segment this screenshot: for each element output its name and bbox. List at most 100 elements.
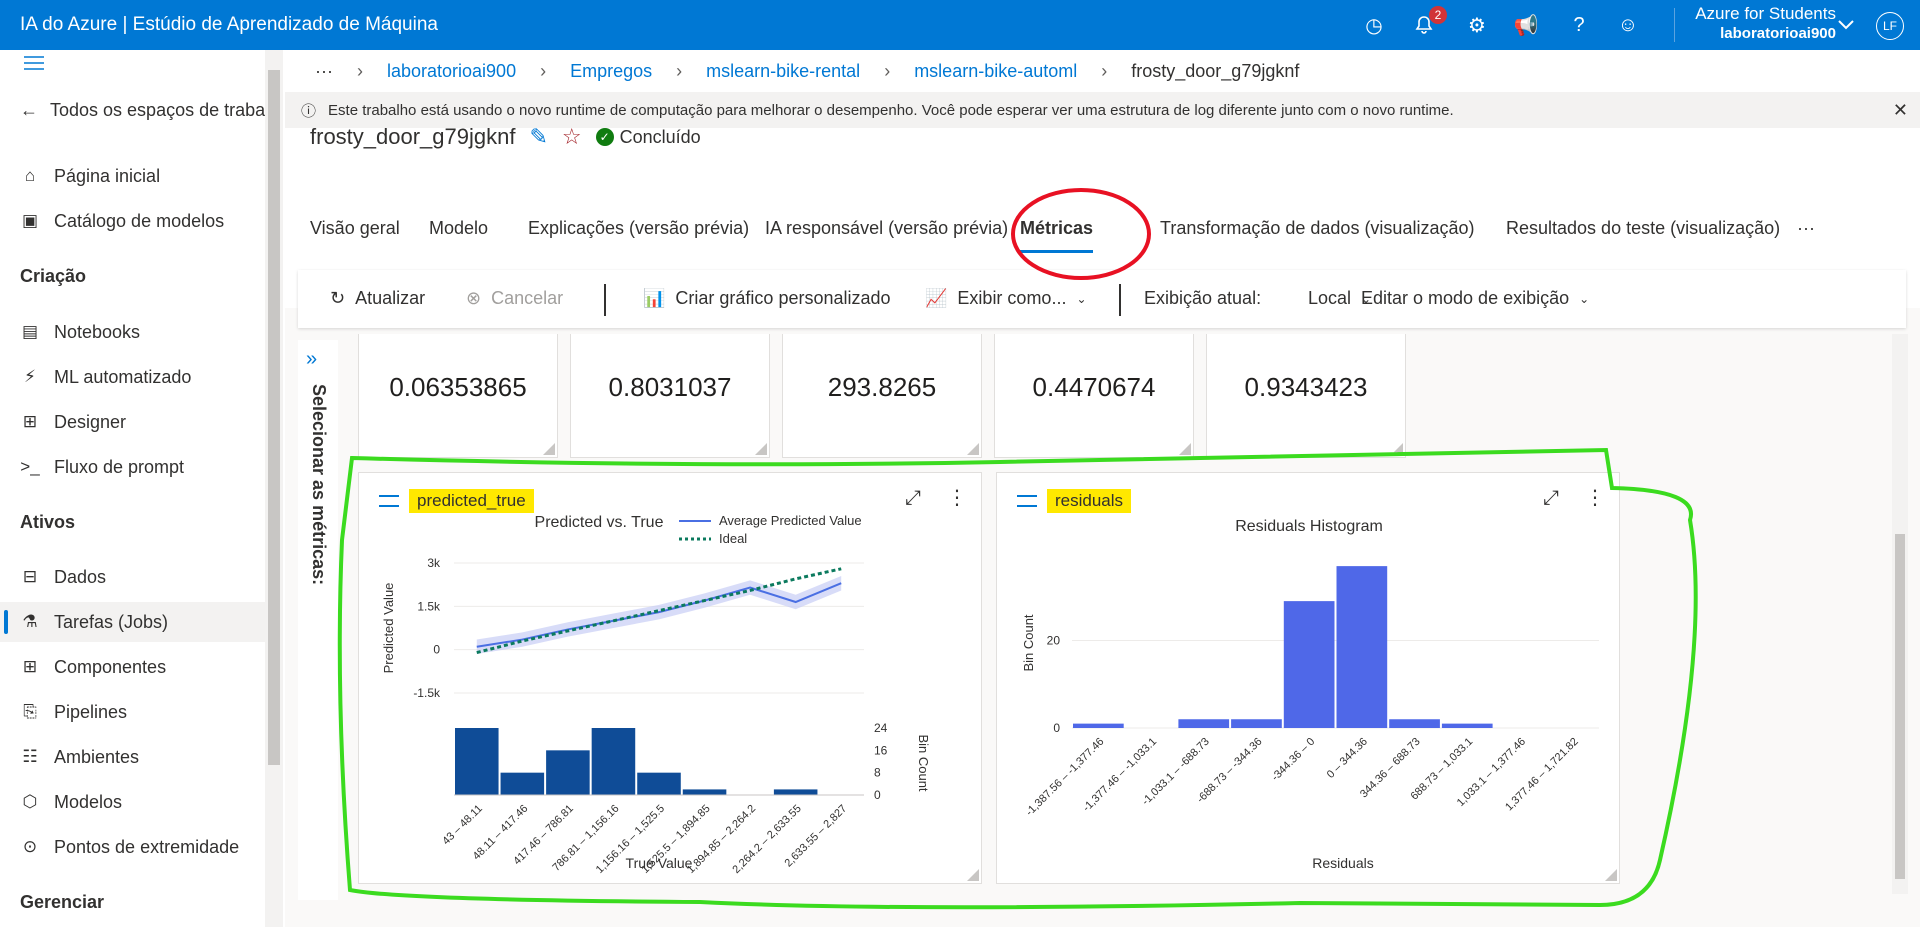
sidebar-item-pipelines[interactable]: ⎘ Pipelines xyxy=(20,692,280,732)
refresh-icon: ↻ xyxy=(330,288,346,308)
back-label: Todos os espaços de trabal xyxy=(50,100,270,120)
metric-card: 293.8265 xyxy=(782,334,982,458)
y-tick-label: 3k xyxy=(427,556,441,570)
chevron-down-icon: ⌄ xyxy=(1579,291,1590,306)
sidebar-item-models[interactable]: ⬡ Modelos xyxy=(20,782,280,822)
breadcrumb-jobs[interactable]: Empregos xyxy=(570,60,653,81)
x-tick-label: -344.36 – 0 xyxy=(1269,736,1317,784)
smiley-feedback-icon[interactable]: ☺ xyxy=(1617,13,1639,36)
bin-count-label: Bin Count xyxy=(916,734,931,791)
sidebar-item-notebooks[interactable]: ▤ Notebooks xyxy=(20,312,280,352)
chart-title: Residuals Histogram xyxy=(1235,518,1383,535)
metrics-toolbar: ↻ Atualizar ⊗ Cancelar 📊 Criar gráfico p… xyxy=(298,270,1906,328)
chevron-down-icon[interactable] xyxy=(1832,11,1860,39)
tab-metrics[interactable]: Métricas xyxy=(1020,218,1094,253)
predicted-true-chart: Predicted vs. True Average Predicted Valu… xyxy=(381,513,931,876)
x-tick-label: 43 – 48.11 xyxy=(440,803,485,848)
tab-model[interactable]: Modelo xyxy=(429,218,489,238)
resize-handle[interactable] xyxy=(967,443,979,455)
hamburger-menu-icon[interactable] xyxy=(24,56,44,76)
divider xyxy=(1674,8,1675,42)
resize-handle[interactable] xyxy=(755,443,767,455)
x-tick-label: 0 – 344.36 xyxy=(1325,736,1370,781)
metric-selector-pane: » Selecionar as métricas: xyxy=(298,340,338,900)
bin-count-bar xyxy=(546,750,590,795)
sidebar-item-label: Página inicial xyxy=(54,165,161,186)
settings-gear-icon[interactable]: ⚙ xyxy=(1468,14,1486,37)
create-custom-chart-button[interactable]: 📊 Criar gráfico personalizado xyxy=(643,288,891,309)
resize-handle[interactable] xyxy=(967,869,979,881)
resize-handle[interactable] xyxy=(1179,443,1191,455)
help-icon[interactable]: ? xyxy=(1573,13,1585,36)
scrollbar-thumb[interactable] xyxy=(268,70,280,765)
chevron-right-icon: › xyxy=(1101,60,1108,81)
sidebar-item-label: Designer xyxy=(54,411,127,432)
avatar[interactable]: LF xyxy=(1876,12,1904,40)
sidebar-item-label: ML automatizado xyxy=(54,366,192,387)
sidebar-item-automl[interactable]: ⚡ ML automatizado xyxy=(20,357,280,397)
y-tick-label: 0 xyxy=(433,643,440,657)
sidebar-item-data[interactable]: ⊟ Dados xyxy=(20,557,280,597)
section-heading-criacao: Criação xyxy=(20,266,87,286)
view-as-dropdown[interactable]: 📈 Exibir como... ⌄ xyxy=(925,288,1087,309)
resize-handle[interactable] xyxy=(543,443,555,455)
sidebar-item-model-catalog[interactable]: ▣ Catálogo de modelos xyxy=(20,201,280,241)
close-icon[interactable]: ✕ xyxy=(1892,100,1908,120)
sidebar-item-prompt-flow[interactable]: >_ Fluxo de prompt xyxy=(20,447,280,487)
clock-icon[interactable]: ◷ xyxy=(1365,14,1383,37)
tab-test-results[interactable]: Resultados do teste (visualização) xyxy=(1506,218,1781,238)
histogram-bar xyxy=(1178,719,1230,728)
expand-double-chevron-icon[interactable]: » xyxy=(306,348,318,370)
sidebar: ← Todos os espaços de trabal ⌂ Página in… xyxy=(0,50,285,927)
tab-overview[interactable]: Visão geral xyxy=(310,218,400,238)
info-banner: ⓘ Este trabalho está usando o novo runti… xyxy=(285,92,1920,128)
metrics-content: 0.06353865 0.8031037 293.8265 0.4470674 … xyxy=(340,334,1890,894)
refresh-button[interactable]: ↻ Atualizar xyxy=(330,288,425,309)
x-axis-label: Residuals xyxy=(1312,855,1373,871)
edit-pencil-icon[interactable]: ✎ xyxy=(529,124,548,149)
back-to-workspaces-link[interactable]: ← Todos os espaços de trabal xyxy=(20,100,269,121)
scrollbar-thumb[interactable] xyxy=(1895,534,1905,879)
tab-data-transformation[interactable]: Transformação de dados (visualização) xyxy=(1160,218,1475,238)
info-text: Este trabalho está usando o novo runtime… xyxy=(328,101,1454,119)
tab-more[interactable]: ··· xyxy=(1797,218,1815,238)
cancel-button[interactable]: ⊗ Cancelar xyxy=(466,288,563,309)
account-switcher[interactable]: Azure for Students laboratorioai900 xyxy=(1676,4,1836,44)
bin-count-bar xyxy=(591,728,636,795)
cancel-label: Cancelar xyxy=(491,288,564,308)
y-tick-label: 20 xyxy=(1047,634,1061,648)
app-title[interactable]: IA do Azure | Estúdio de Aprendizado de … xyxy=(20,14,438,35)
sidebar-item-designer[interactable]: ⊞ Designer xyxy=(20,402,280,442)
breadcrumb-experiment[interactable]: mslearn-bike-rental xyxy=(706,60,861,81)
breadcrumb-workspace[interactable]: laboratorioai900 xyxy=(386,60,517,81)
metric-card: 0.8031037 xyxy=(570,334,770,458)
edit-view-dropdown[interactable]: Editar o modo de exibição ⌄ xyxy=(1361,288,1589,309)
sidebar-item-endpoints[interactable]: ⊙ Pontos de extremidade xyxy=(20,827,280,867)
chevron-right-icon: › xyxy=(356,60,363,81)
metric-card: 0.9343423 xyxy=(1206,334,1406,458)
cube-icon: ⬡ xyxy=(22,792,38,811)
cancel-circle-icon: ⊗ xyxy=(466,288,482,308)
notification-badge: 2 xyxy=(1429,6,1447,24)
sidebar-scrollbar[interactable] xyxy=(265,50,283,927)
sidebar-item-label: Dados xyxy=(54,566,107,587)
sidebar-item-environments[interactable]: ☷ Ambientes xyxy=(20,737,280,777)
bell-icon[interactable]: 2 xyxy=(1410,6,1447,39)
resize-handle[interactable] xyxy=(1391,443,1403,455)
megaphone-icon[interactable]: 📢 xyxy=(1513,14,1539,37)
sidebar-item-home[interactable]: ⌂ Página inicial xyxy=(20,156,280,196)
content-scrollbar[interactable] xyxy=(1892,334,1908,894)
flask-icon: ⚗ xyxy=(22,612,38,631)
bin-count-bar xyxy=(637,772,681,795)
sidebar-item-components[interactable]: ⊞ Componentes xyxy=(20,647,280,687)
sidebar-item-jobs[interactable]: ⚗ Tarefas (Jobs) xyxy=(0,602,265,642)
resize-handle[interactable] xyxy=(1605,869,1617,881)
star-icon[interactable]: ☆ xyxy=(561,124,582,149)
catalog-icon: ▣ xyxy=(21,211,39,230)
tab-explanations[interactable]: Explicações (versão prévia) xyxy=(528,218,750,238)
automl-icon: ⚡ xyxy=(24,367,36,386)
breadcrumb-parent-job[interactable]: mslearn-bike-automl xyxy=(914,60,1078,81)
tab-responsible-ai[interactable]: IA responsável (versão prévia) xyxy=(765,218,1009,238)
current-view-dropdown[interactable]: Local ⌄ xyxy=(1308,288,1371,309)
breadcrumb-overflow[interactable]: ··· xyxy=(315,60,333,81)
